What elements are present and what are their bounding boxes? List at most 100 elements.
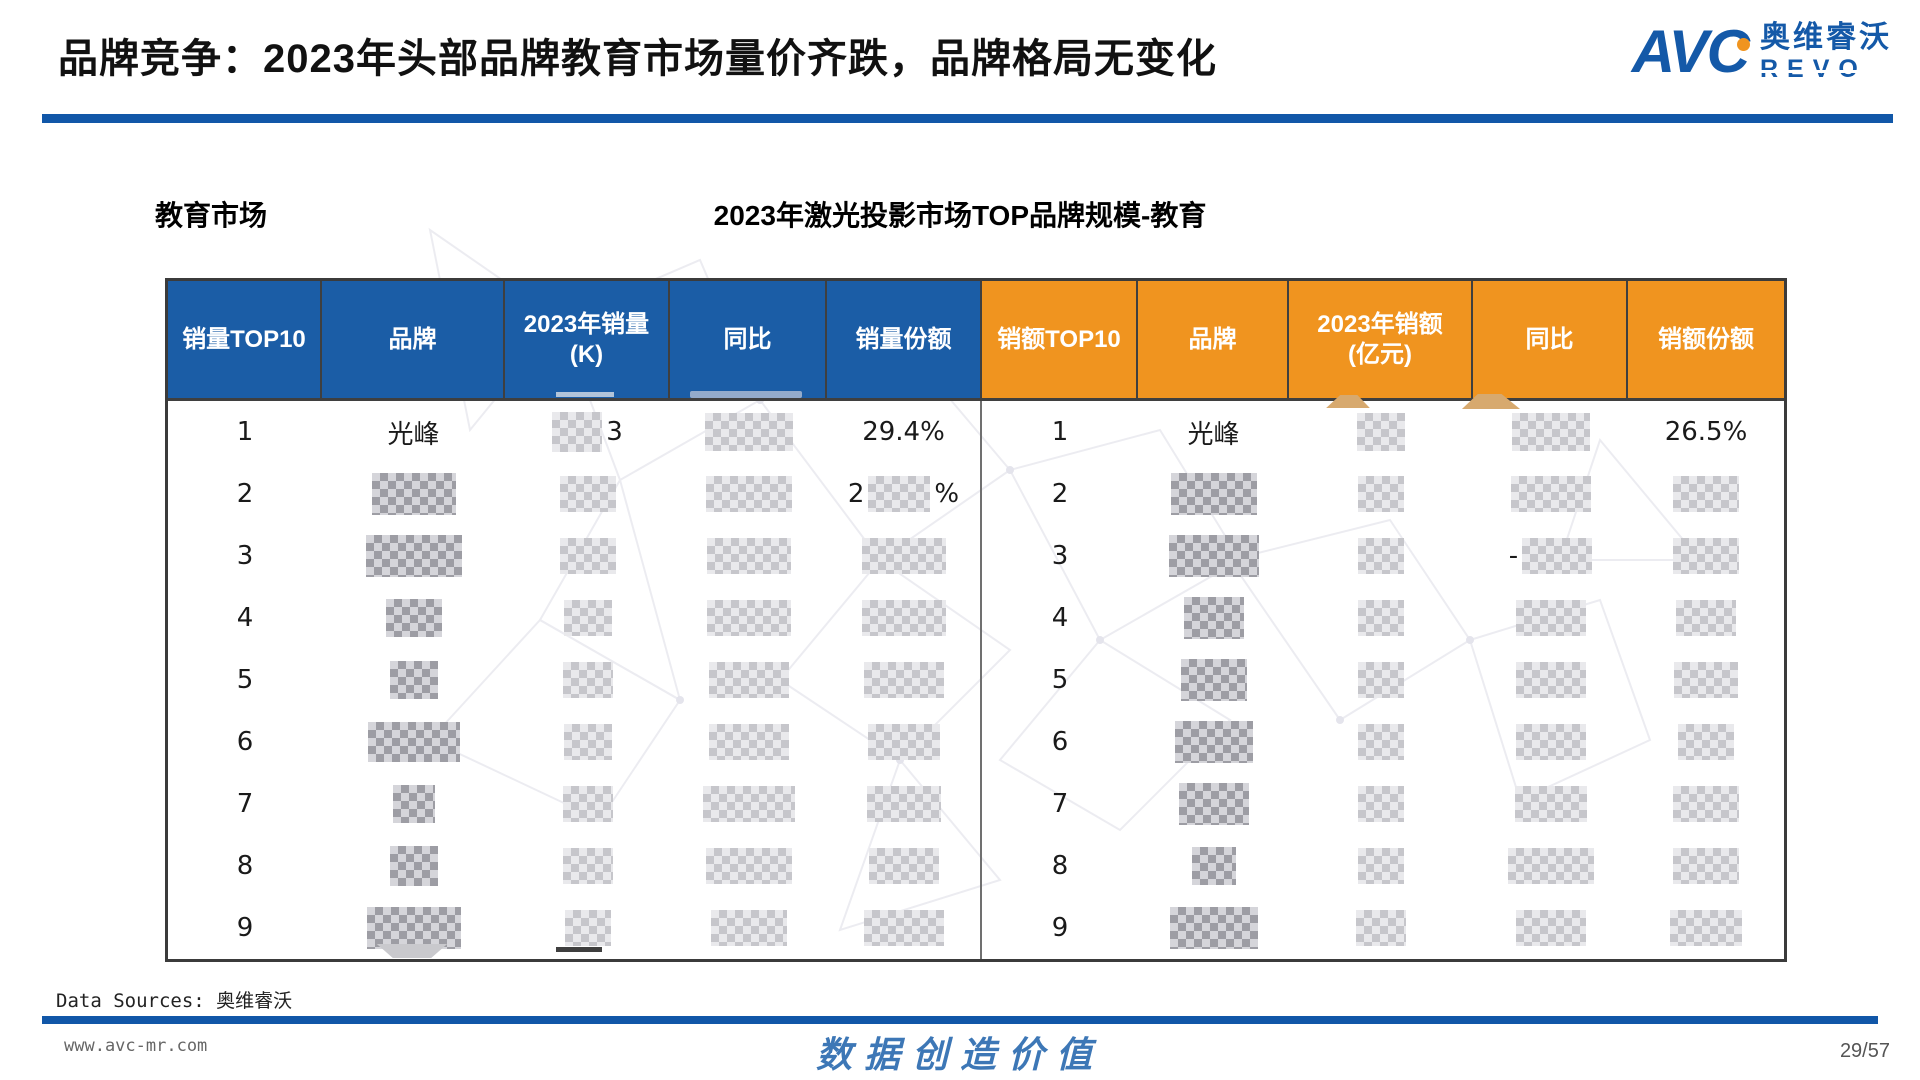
redacted-value: [563, 600, 612, 636]
table-cell: 5: [236, 665, 254, 695]
redacted-value: [868, 476, 931, 512]
table-cell: [1289, 835, 1473, 897]
table-cell: 7: [1051, 789, 1069, 819]
table-body: 1 光峰 3 29.4% 1 光峰 26.5% 2 2% 2 3 3-4 4 5 5 6 6 7 7 8 8 9 9: [168, 401, 1784, 959]
redacted-value: [392, 785, 435, 823]
table-cell: [322, 587, 505, 649]
redacted-value: [1358, 786, 1404, 822]
table-cell: [505, 897, 670, 959]
table-cell: [1138, 711, 1289, 773]
redacted-value: [1515, 662, 1586, 698]
table-cell: [670, 525, 827, 587]
redacted-value: [867, 724, 940, 760]
redacted-value: [861, 600, 946, 636]
table-row: 3 3 -: [168, 525, 1784, 587]
redacted-value: [1358, 662, 1404, 698]
redacted-value: [1678, 724, 1734, 760]
page-number: 29/57: [1839, 1040, 1890, 1062]
table-cell: [322, 463, 505, 525]
table-cell: [827, 711, 982, 773]
table-cell: [827, 773, 982, 835]
redacted-value: [367, 722, 460, 762]
table-cell: [322, 525, 505, 587]
column-header: 2023年销额 (亿元): [1289, 281, 1473, 398]
redacted-value: [1511, 413, 1590, 451]
redacted-value: [1169, 907, 1258, 949]
footer-divider: [42, 1016, 1878, 1024]
redacted-value: [1357, 413, 1405, 451]
table-cell: [1138, 773, 1289, 835]
redacted-value: [1515, 724, 1586, 760]
table-cell: [1138, 649, 1289, 711]
redacted-value: [389, 661, 438, 699]
redacted-value: [1168, 535, 1259, 577]
table-cell: 4: [1051, 603, 1069, 633]
table-cell: [1289, 773, 1473, 835]
table-cell: [1289, 525, 1473, 587]
redacted-value: [1356, 910, 1406, 946]
redacted-value: [706, 538, 791, 574]
table-cell: [322, 711, 505, 773]
column-header: 同比: [670, 281, 827, 398]
table-cell: [1473, 463, 1628, 525]
table-cell: [827, 897, 982, 959]
redacted-value: [1358, 848, 1404, 884]
company-slogan: 数据创造价值: [815, 1034, 1105, 1075]
table-cell: 7: [236, 789, 254, 819]
column-header: 销量TOP10: [168, 281, 322, 398]
column-header: 销量份额: [827, 281, 982, 398]
table-cell: [1628, 711, 1784, 773]
table-cell: 4: [236, 603, 254, 633]
table-cell: [1473, 711, 1628, 773]
column-header: 2023年销量 (K): [505, 281, 670, 398]
redacted-value: [562, 848, 613, 884]
table-cell: 2%: [827, 463, 982, 525]
redacted-value: [562, 662, 613, 698]
redacted-value: [1676, 600, 1736, 636]
redacted-value: [562, 786, 613, 822]
redacted-value: [1510, 476, 1591, 512]
table-cell: 9: [236, 913, 254, 943]
redacted-value: [705, 848, 792, 884]
column-header: 品牌: [1138, 281, 1289, 398]
redacted-value: [559, 476, 616, 512]
redacted-value: [371, 473, 456, 515]
redacted-value: [710, 910, 787, 946]
table-cell: [1138, 525, 1289, 587]
table-cell: 29.4%: [827, 401, 982, 463]
redacted-value: [1522, 538, 1593, 574]
redacted-value: [1673, 786, 1739, 822]
redacted-value: [563, 724, 612, 760]
table-cell: [827, 525, 982, 587]
table-row: 2 2% 2: [168, 463, 1784, 525]
redacted-value: [1673, 848, 1739, 884]
column-header: 品牌: [322, 281, 505, 398]
avc-logo-text: AVC: [1631, 18, 1750, 85]
table-cell: [322, 835, 505, 897]
logo-orange-dot-icon: [1737, 38, 1750, 51]
table-cell: [1289, 401, 1473, 463]
column-header: 销额份额: [1628, 281, 1784, 398]
table-title: 2023年激光投影市场TOP品牌规模-教育: [713, 200, 1207, 231]
redacted-value: [1515, 910, 1586, 946]
column-header: 销额TOP10: [982, 281, 1138, 398]
table-cell: 6: [1051, 727, 1069, 757]
redacted-value: [389, 846, 438, 886]
table-cell: [670, 463, 827, 525]
redacted-value: [1178, 783, 1249, 825]
table-cell: [1289, 897, 1473, 959]
table-cell: [670, 773, 827, 835]
table-cell: [1473, 587, 1628, 649]
table-cell: [1628, 525, 1784, 587]
table-cell: [1628, 835, 1784, 897]
table-cell: [670, 835, 827, 897]
redacted-value: [868, 848, 939, 884]
table-cell: [827, 587, 982, 649]
table-cell: [1628, 897, 1784, 959]
redacted-value: [1674, 662, 1738, 698]
top-brands-table: 销量TOP10 品牌 2023年销量 (K) 同比 销量份额 销额TOP10 品牌 2023年…: [165, 278, 1787, 962]
table-header-row: 销量TOP10 品牌 2023年销量 (K) 同比 销量份额 销额TOP10 品牌 2023年…: [168, 281, 1784, 401]
